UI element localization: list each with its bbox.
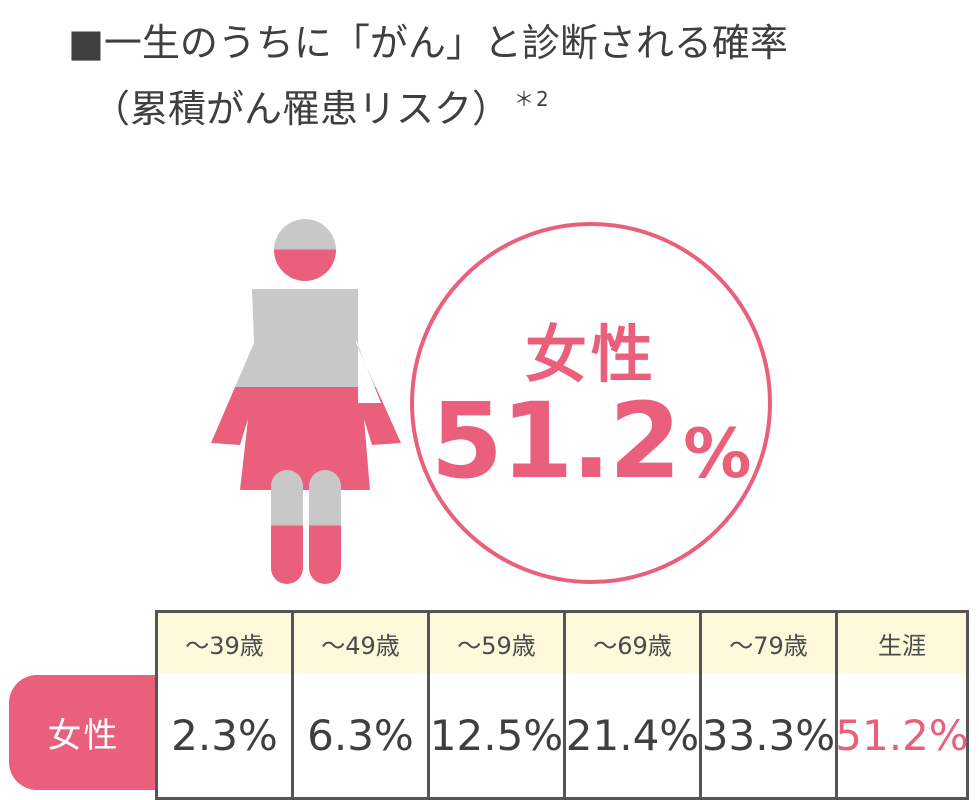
hero-number: 51.2: [430, 380, 682, 502]
hero-unit: %: [683, 415, 752, 494]
table-value-cell-lifetime: 51.2%: [835, 673, 969, 800]
table-value-cell: 12.5%: [427, 673, 563, 800]
table-header-cell: 〜69歳: [563, 610, 699, 676]
table-header-cell: 〜39歳: [155, 610, 291, 676]
page-title: ■一生のうちに「がん」と診断される確率: [68, 20, 788, 66]
figure-right-leg: [309, 470, 341, 584]
figure-left-leg: [271, 470, 303, 584]
table-header-cell: 〜49歳: [291, 610, 427, 676]
female-figure-icon: [200, 215, 410, 590]
female-figure-svg: [211, 219, 401, 584]
page-subtitle: （累積がん罹患リスク） ＊2: [92, 86, 551, 138]
table-header-cell: 〜79歳: [699, 610, 835, 676]
table-row-label: 女性: [9, 675, 158, 790]
footnote-marker: ＊2: [514, 87, 551, 111]
risk-table: 〜39歳 〜49歳 〜59歳 〜69歳 〜79歳 生涯 2.3% 6.3% 12…: [0, 610, 979, 800]
table-header-cell: 生涯: [835, 610, 969, 676]
table-value-cell: 33.3%: [699, 673, 835, 800]
table-value-cell: 6.3%: [291, 673, 427, 800]
result-circle: 女性 51.2%: [410, 222, 772, 584]
subtitle-text: （累積がん罹患リスク）: [92, 87, 511, 131]
hero-value: 51.2%: [414, 386, 768, 496]
table-value-cell: 2.3%: [155, 673, 291, 800]
title-text: ■一生のうちに「がん」と診断される確率: [68, 21, 788, 65]
hero-label: 女性: [524, 318, 657, 391]
table-value-cell: 21.4%: [563, 673, 699, 800]
table-header-cell: 〜59歳: [427, 610, 563, 676]
figure-head: [274, 219, 336, 281]
figure-body: [211, 289, 401, 490]
figure-shape: [211, 219, 401, 584]
